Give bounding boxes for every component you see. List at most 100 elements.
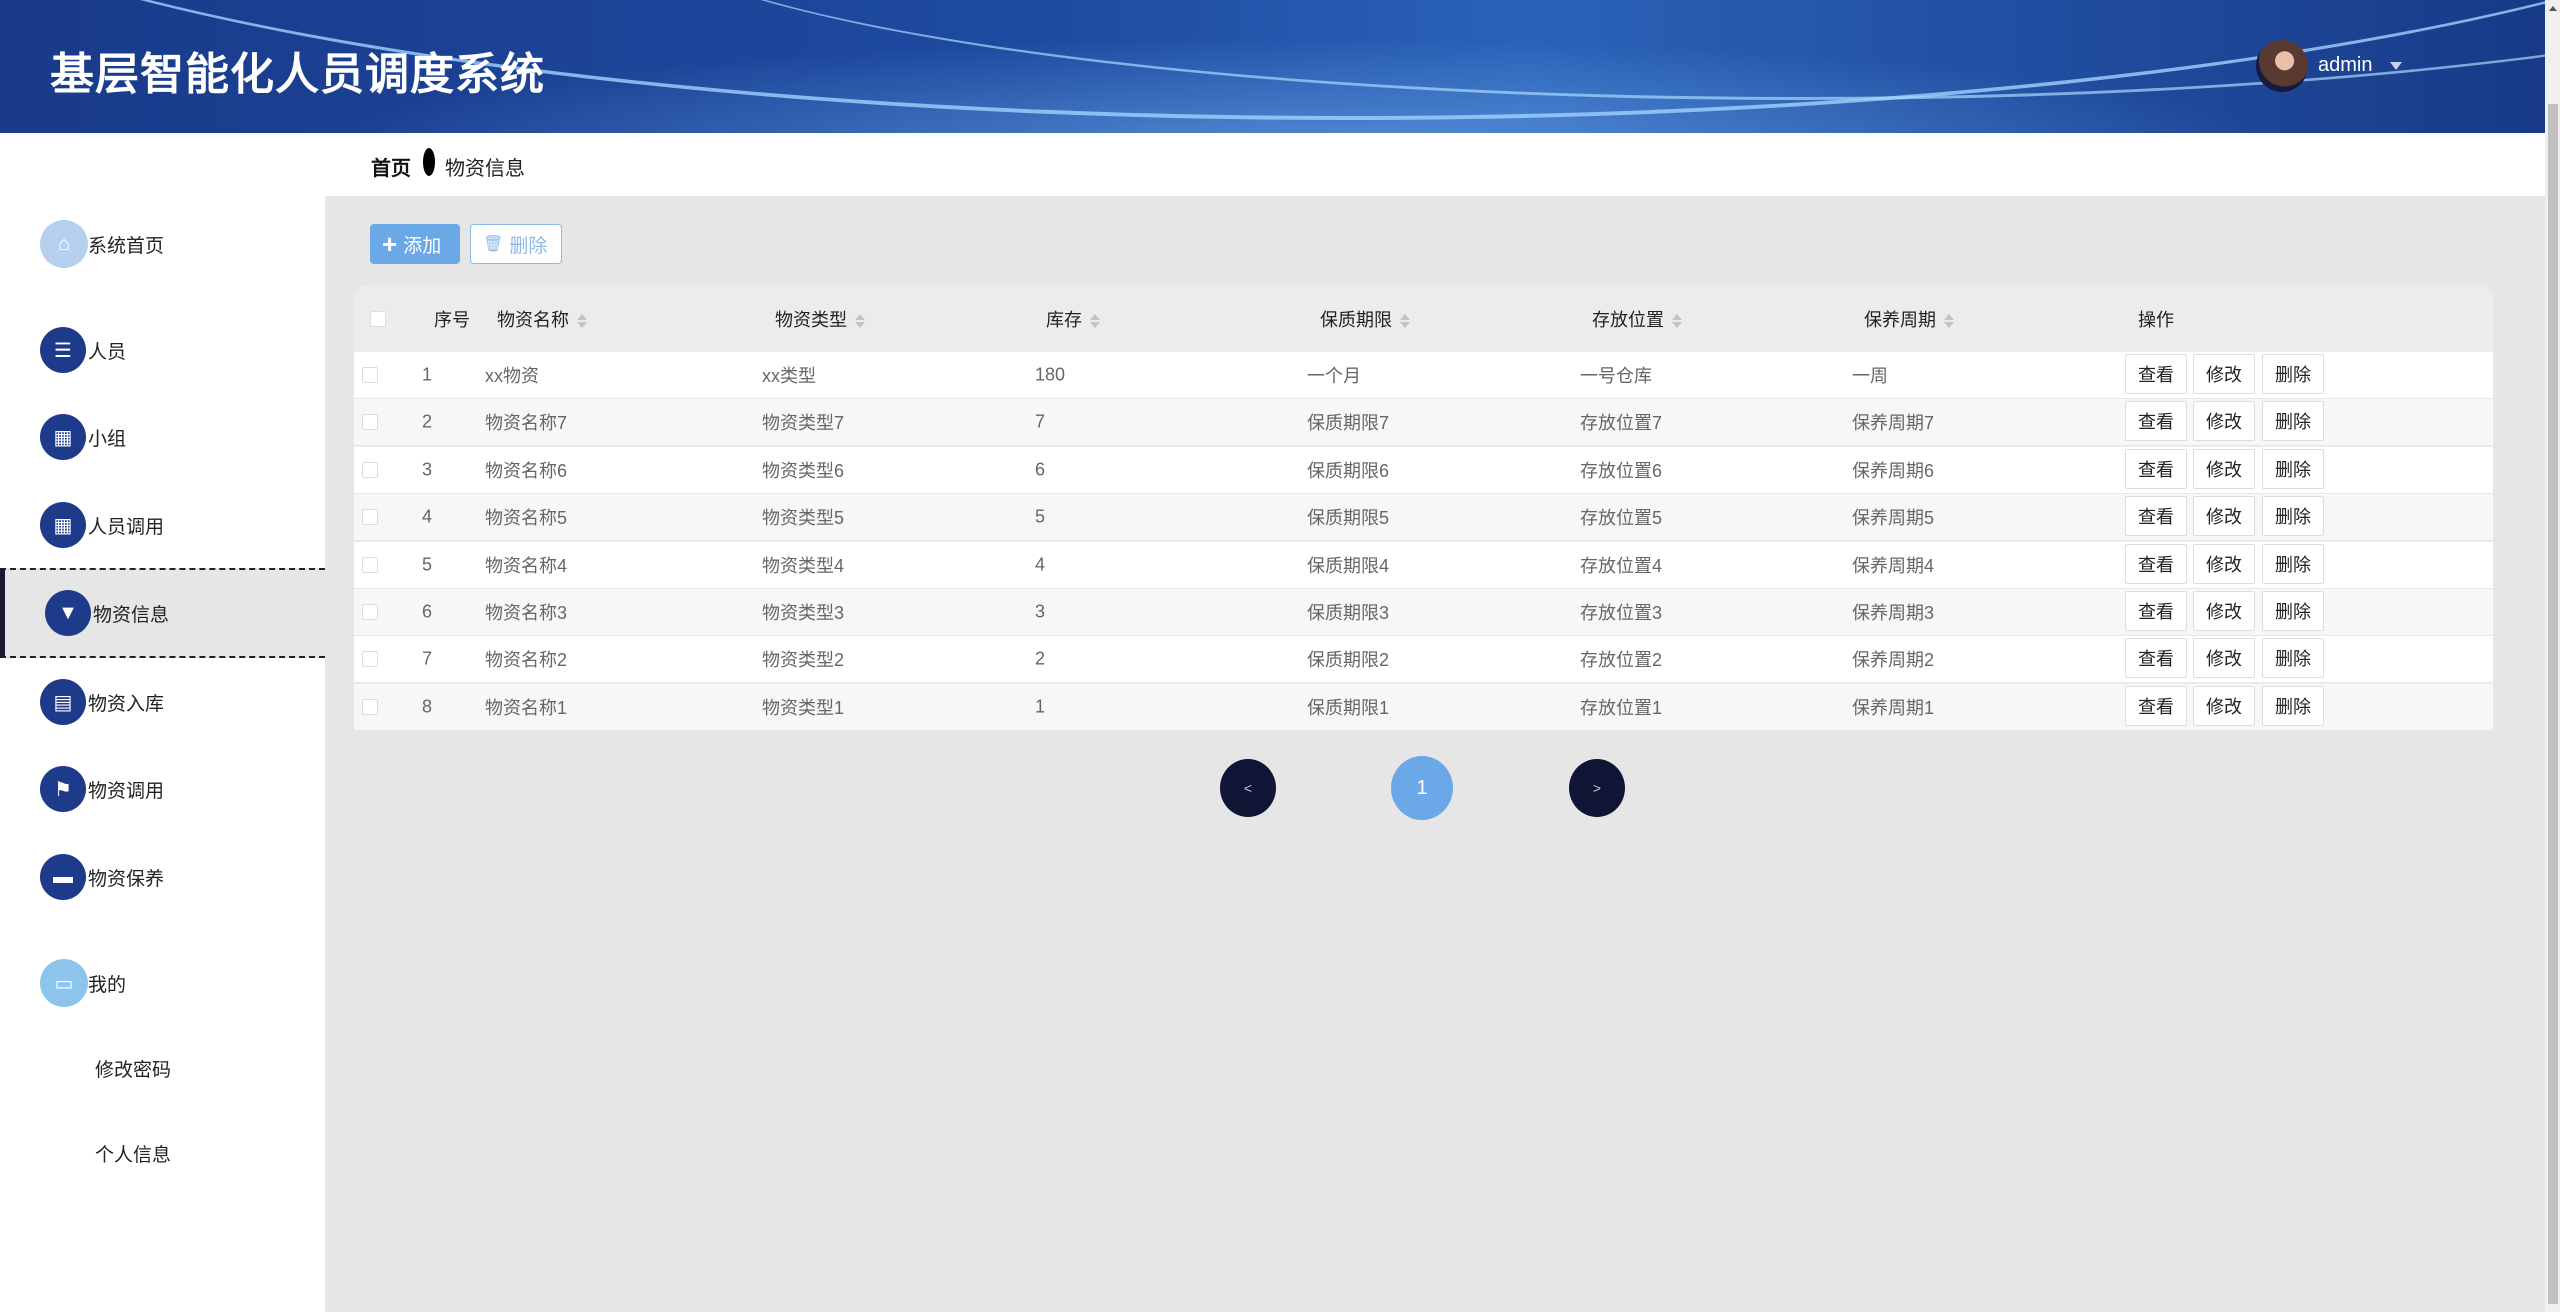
edit-button[interactable]: 修改	[2193, 591, 2255, 631]
column-header[interactable]: 物资类型	[775, 306, 865, 332]
user-menu[interactable]: admin	[2318, 54, 2373, 76]
sidebar-item-1[interactable]: ☰ 人员	[0, 305, 325, 395]
sidebar-item-6[interactable]: ⚑ 物资调用	[0, 744, 325, 834]
row-checkbox[interactable]	[362, 461, 378, 478]
column-header[interactable]: 保养周期	[1864, 306, 1954, 332]
table-cell: 保养周期1	[1852, 697, 1935, 718]
scrollbar[interactable]	[2545, 0, 2560, 1312]
table-cell: 7	[422, 648, 433, 669]
row-checkbox[interactable]	[362, 367, 378, 383]
avatar[interactable]	[2256, 40, 2308, 92]
column-header[interactable]: 保质期限	[1320, 306, 1410, 332]
row-checkbox[interactable]	[362, 509, 378, 526]
sidebar-item-3[interactable]: ▦ 人员调用	[0, 480, 325, 570]
edit-button[interactable]: 修改	[2193, 496, 2255, 537]
next-page-button[interactable]: >	[1569, 759, 1625, 817]
sidebar-item-2[interactable]: ▦ 小组	[0, 392, 325, 482]
view-button[interactable]: 查看	[2125, 543, 2187, 584]
edit-button[interactable]: 修改	[2193, 543, 2255, 584]
sidebar: ⌂ 系统首页 ☰ 人员 ▦ 小组 ▦ 人员调用 ▼ 物资信息 ▤ 物资入库 ⚑ 物资调用 ▬ 物资保养 ▭ 我的修…	[0, 133, 325, 1312]
materials-table: 序号 物资名称 物资类型 库存 保质期限 存放位置 保养周期 操作 1 xx物资 xx类型 180 一个…	[354, 285, 2493, 731]
column-header-label: 操作	[2138, 309, 2174, 330]
delete-row-button[interactable]: 删除	[2262, 543, 2324, 584]
delete-row-button[interactable]: 删除	[2262, 448, 2324, 489]
sort-icon[interactable]	[577, 313, 587, 328]
view-button[interactable]: 查看	[2125, 496, 2187, 537]
column-header[interactable]: 库存	[1046, 306, 1100, 332]
sidebar-item-8[interactable]: ▭ 我的	[0, 938, 325, 1028]
view-button[interactable]: 查看	[2125, 638, 2187, 679]
sort-icon[interactable]	[1400, 313, 1410, 328]
table-cell: 存放位置6	[1580, 460, 1663, 481]
table-cell: 保养周期4	[1852, 555, 1935, 576]
delete-button[interactable]: 🗑 删除	[470, 224, 562, 264]
header-banner: 基层智能化人员调度系统 admin	[0, 0, 2545, 133]
row-checkbox[interactable]	[362, 414, 378, 431]
sidebar-item-label: 小组	[88, 428, 127, 450]
row-checkbox[interactable]	[362, 698, 378, 715]
caret-down-icon[interactable]	[2390, 62, 2402, 70]
scrollbar-thumb[interactable]	[2548, 104, 2558, 1304]
column-header: 操作	[2138, 306, 2174, 332]
sidebar-item-5[interactable]: ▤ 物资入库	[0, 657, 325, 747]
edit-button[interactable]: 修改	[2193, 685, 2255, 726]
table-row: 6 物资名称3 物资类型3 3 保质期限3 存放位置3 保养周期3 查看 修改 删除	[354, 589, 2493, 636]
table-cell: 保质期限3	[1307, 603, 1390, 623]
table-cell: 3	[422, 459, 433, 480]
delete-row-button[interactable]: 删除	[2262, 496, 2324, 537]
row-checkbox[interactable]	[362, 604, 378, 620]
delete-row-button[interactable]: 删除	[2262, 638, 2324, 679]
sort-icon[interactable]	[1944, 313, 1954, 328]
table-cell: 存放位置7	[1580, 413, 1663, 434]
sidebar-item-4[interactable]: ▼ 物资信息	[0, 568, 325, 658]
table-cell: 1	[1035, 696, 1046, 717]
sort-icon[interactable]	[1672, 313, 1682, 328]
breadcrumb-home[interactable]: 首页	[371, 158, 411, 180]
home-icon: ⌂	[40, 220, 88, 268]
table-cell: 物资类型4	[762, 555, 845, 576]
column-header-label: 库存	[1046, 309, 1082, 330]
grid-icon: ▦	[40, 414, 86, 460]
edit-button[interactable]: 修改	[2193, 448, 2255, 489]
view-button[interactable]: 查看	[2125, 448, 2187, 489]
view-button[interactable]: 查看	[2125, 591, 2187, 631]
sidebar-item-7[interactable]: ▬ 物资保养	[0, 832, 325, 922]
edit-button[interactable]: 修改	[2193, 401, 2255, 442]
delete-row-button[interactable]: 删除	[2262, 354, 2324, 394]
sort-icon[interactable]	[1090, 313, 1100, 328]
breadcrumb-separator	[423, 148, 435, 176]
table-cell: 保质期限1	[1307, 697, 1390, 718]
table-cell: 物资类型7	[762, 413, 845, 434]
sidebar-sub-item[interactable]: 个人信息	[95, 1145, 172, 1166]
select-all-checkbox[interactable]	[370, 310, 386, 327]
view-button[interactable]: 查看	[2125, 354, 2187, 394]
edit-button[interactable]: 修改	[2193, 638, 2255, 679]
app-title: 基层智能化人员调度系统	[50, 50, 545, 99]
column-header-label: 存放位置	[1592, 309, 1664, 330]
table-cell: 保质期限7	[1307, 413, 1390, 434]
table-cell: 保养周期3	[1852, 603, 1935, 623]
table-cell: 保质期限6	[1307, 460, 1390, 481]
view-button[interactable]: 查看	[2125, 685, 2187, 726]
delete-row-button[interactable]: 删除	[2262, 685, 2324, 726]
delete-row-button[interactable]: 删除	[2262, 401, 2324, 442]
row-checkbox[interactable]	[362, 556, 378, 573]
page-1-button[interactable]: 1	[1391, 756, 1453, 820]
add-button[interactable]: + 添加	[370, 224, 460, 264]
column-header-label: 物资类型	[775, 309, 847, 330]
sidebar-item-0[interactable]: ⌂ 系统首页	[0, 199, 325, 289]
prev-page-button[interactable]: <	[1220, 759, 1276, 817]
delete-row-button[interactable]: 删除	[2262, 591, 2324, 631]
column-header[interactable]: 物资名称	[497, 306, 587, 332]
table-cell: 8	[422, 696, 433, 717]
row-checkbox[interactable]	[362, 651, 378, 668]
column-header[interactable]: 存放位置	[1592, 306, 1682, 332]
view-button[interactable]: 查看	[2125, 401, 2187, 442]
table-cell: 物资名称7	[485, 413, 568, 434]
edit-button[interactable]: 修改	[2193, 354, 2255, 394]
sort-icon[interactable]	[855, 313, 865, 328]
table-cell: 物资名称6	[485, 460, 568, 481]
sidebar-item-label: 系统首页	[88, 235, 165, 257]
scroll-up-icon[interactable]	[2549, 6, 2557, 11]
sidebar-sub-item[interactable]: 修改密码	[95, 1060, 172, 1081]
